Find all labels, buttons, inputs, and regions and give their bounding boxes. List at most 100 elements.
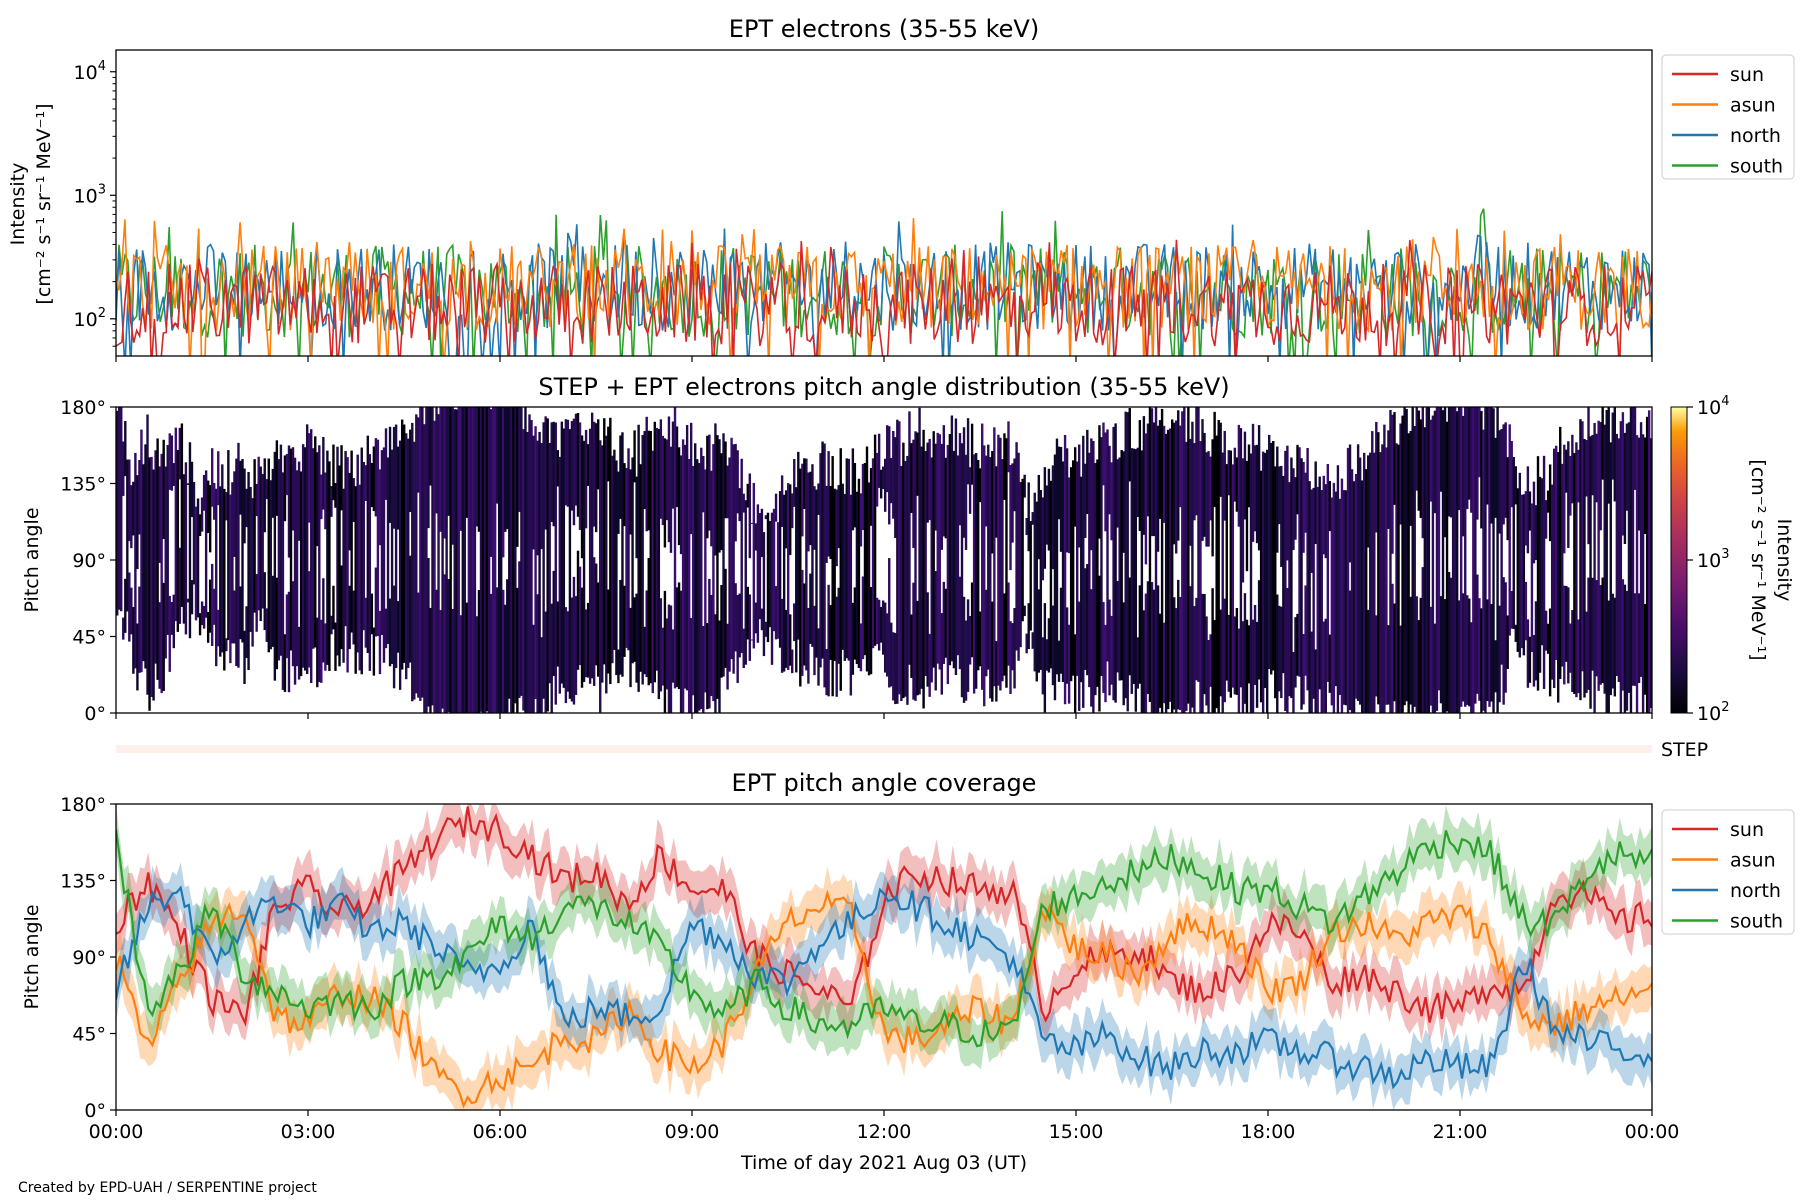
pad-column [152, 469, 155, 701]
pad-column [1534, 601, 1538, 681]
pad-column [1611, 593, 1614, 689]
pad-column [378, 610, 382, 675]
pad-column [495, 407, 499, 504]
pad-panel: STEP + EPT electrons pitch angle distrib… [21, 373, 1795, 725]
pad-column [987, 444, 990, 670]
pad-column [1288, 482, 1291, 697]
pad-column [1514, 466, 1517, 505]
pad-column [1116, 580, 1119, 673]
pad-column [1316, 486, 1319, 713]
pad-column [471, 407, 475, 713]
pad-column [615, 460, 618, 676]
pad-column [708, 434, 711, 531]
pad-column [502, 589, 505, 713]
pad-column [116, 410, 119, 616]
pad-column [374, 567, 378, 637]
pad-column [126, 459, 129, 612]
pad-column [1532, 481, 1536, 564]
pad-column [447, 407, 450, 516]
pad-column [1330, 497, 1334, 706]
pad-column [1207, 451, 1210, 547]
coverage-line-north [116, 885, 1652, 1090]
pad-column [985, 589, 988, 677]
pad-column [1160, 408, 1164, 713]
pad-column [1225, 464, 1228, 681]
pad-column [1328, 480, 1332, 532]
pad-column [1073, 447, 1077, 527]
pad-column [437, 414, 440, 713]
pad-column [853, 587, 857, 660]
pad-column [1292, 652, 1295, 713]
pad-column [1462, 593, 1465, 702]
pad-column [851, 602, 855, 675]
pad-column [566, 419, 570, 507]
pad-column [1635, 435, 1639, 713]
pad-column [1130, 448, 1133, 694]
pad-column [217, 609, 220, 647]
pad-column [1393, 603, 1396, 702]
pad-column [1037, 474, 1040, 560]
pad-column [675, 587, 679, 688]
pad-column [1011, 623, 1014, 671]
intensity-legend-box [1661, 54, 1795, 180]
x-tick-label: 09:00 [665, 1121, 720, 1143]
pad-column [122, 441, 125, 496]
pad-column [956, 455, 960, 656]
colorbar-ticks: 102 103 104 [1687, 394, 1729, 725]
pad-column [1585, 611, 1588, 693]
pad-column [447, 579, 450, 712]
pad-column [1419, 419, 1422, 518]
pad-column [1605, 410, 1608, 713]
pad-column [1455, 411, 1459, 713]
pad-column [710, 594, 713, 697]
pad-column [584, 429, 588, 529]
pad-column [730, 437, 733, 660]
pad-column [786, 483, 790, 670]
pad-column [920, 446, 923, 689]
pad-column [1486, 407, 1489, 505]
pad-column [255, 574, 258, 632]
pad-column [320, 474, 323, 520]
pad-column [908, 411, 911, 665]
pad-column [888, 426, 891, 525]
pad-column [1500, 428, 1503, 665]
pad-column [617, 649, 620, 684]
pad-column [1457, 407, 1461, 511]
pad-column [1417, 410, 1420, 511]
pad-column [1100, 437, 1103, 676]
intensity-y-ticks: 102 103 104 [74, 59, 116, 347]
x-tick-label: 18:00 [1241, 1121, 1296, 1143]
pad-column [613, 449, 616, 650]
pad-column [148, 457, 151, 711]
pad-column [1294, 477, 1297, 540]
pad-column [1142, 416, 1146, 535]
pad-column [1538, 476, 1542, 673]
pad-column [1104, 432, 1107, 532]
pad-column [1577, 449, 1580, 503]
pad-column [1512, 456, 1515, 629]
pad-column [995, 466, 998, 538]
pad-column [204, 470, 208, 618]
coverage-legend-label-south: south [1730, 911, 1783, 933]
pad-column [1181, 411, 1184, 713]
pad-column [1502, 577, 1505, 705]
pad-column [1247, 625, 1251, 684]
pad-column [1025, 633, 1028, 654]
pad-column [884, 602, 887, 673]
pad-column [645, 416, 648, 532]
pad-column [1219, 422, 1222, 497]
pad-column [1290, 457, 1293, 699]
pad-column [271, 575, 275, 647]
pad-column [1112, 426, 1115, 701]
pad-column [714, 423, 717, 556]
pad-column [1494, 437, 1497, 518]
pad-column [679, 590, 683, 713]
coverage-series-group [116, 804, 1652, 1110]
pad-column [570, 597, 574, 702]
pad-column [564, 607, 568, 704]
pad-column [1589, 436, 1592, 709]
pad-column [463, 407, 467, 713]
pad-column [633, 597, 636, 662]
pad-column [1563, 585, 1566, 685]
pad-column [340, 445, 343, 511]
